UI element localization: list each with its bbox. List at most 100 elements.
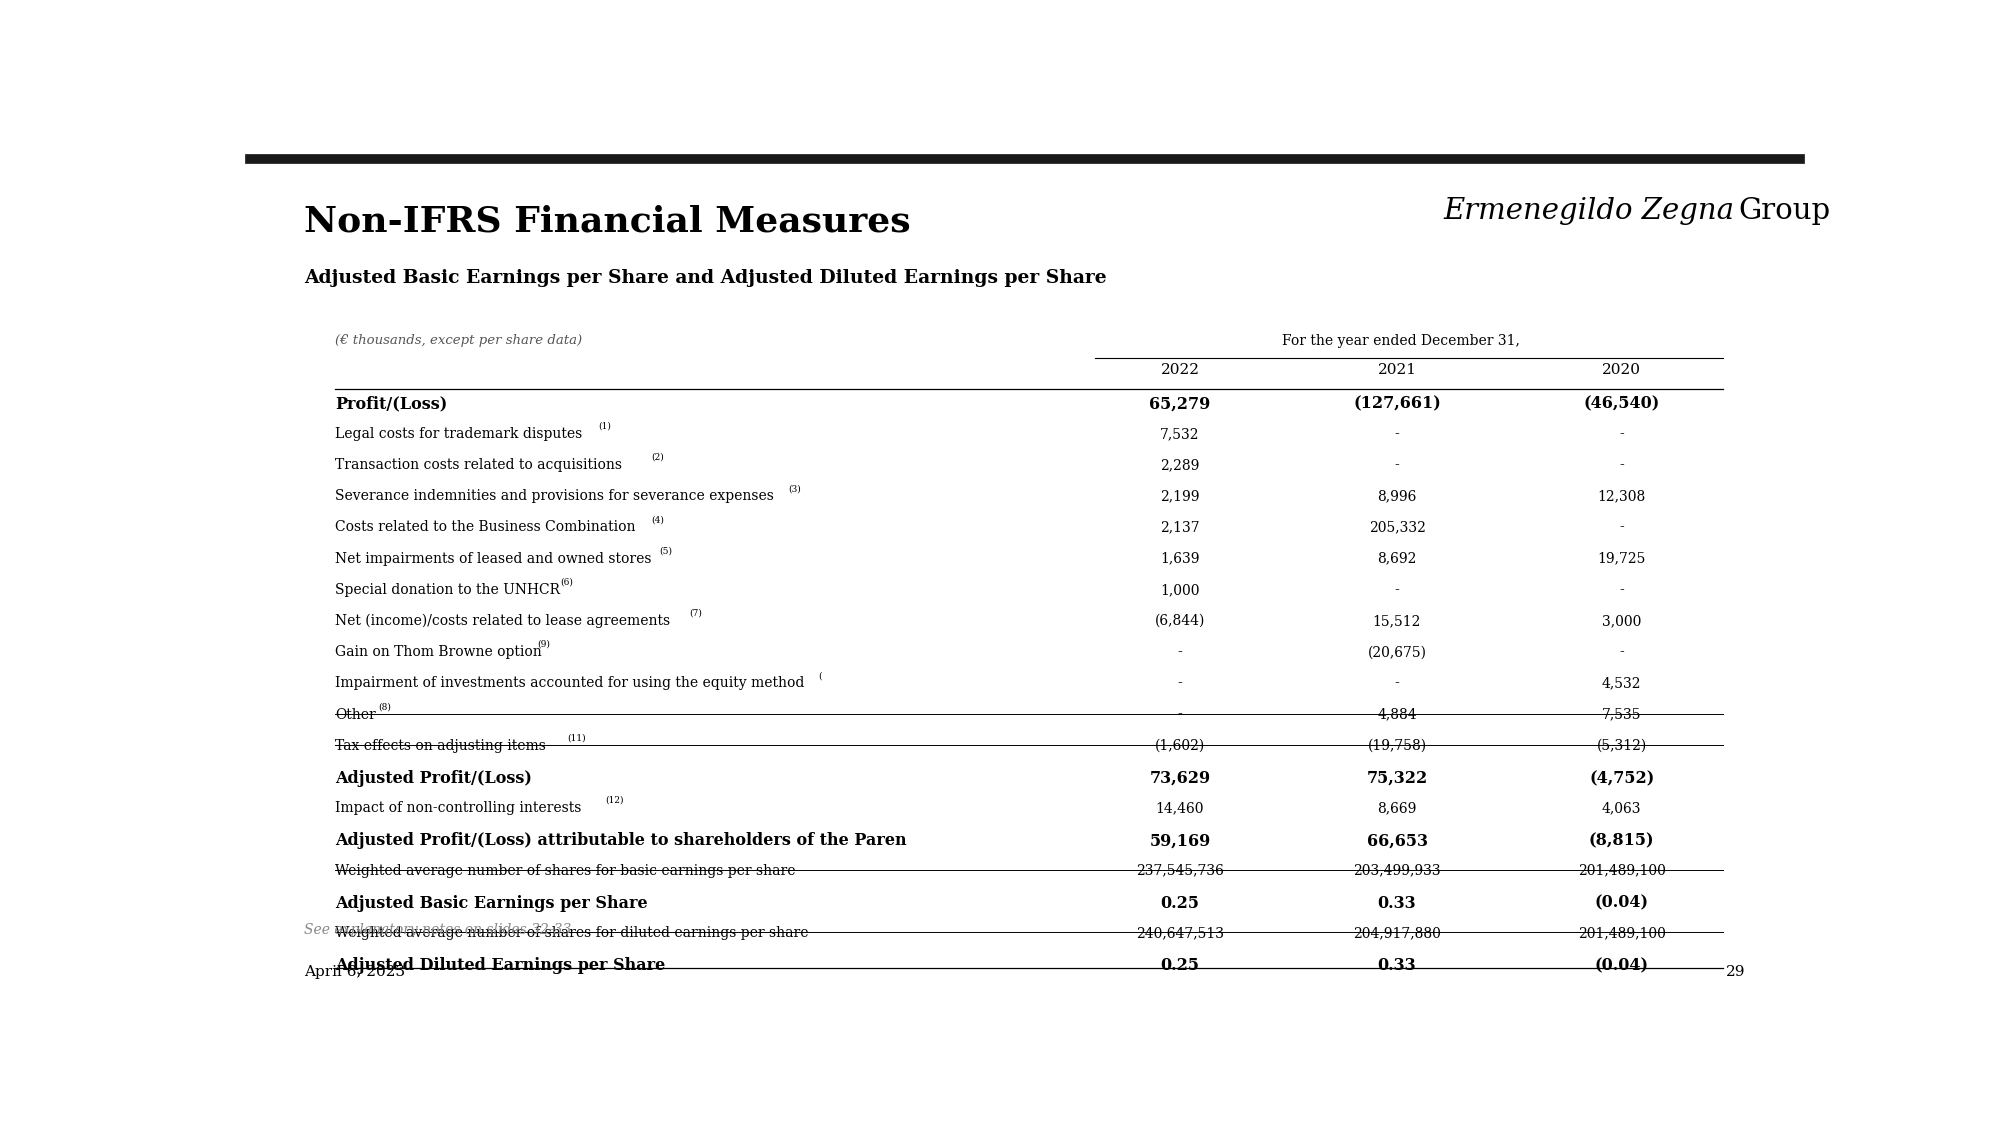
Text: Adjusted Basic Earnings per Share and Adjusted Diluted Earnings per Share: Adjusted Basic Earnings per Share and Ad… <box>304 269 1106 287</box>
Text: 1,000: 1,000 <box>1160 583 1200 597</box>
Text: (20,675): (20,675) <box>1368 646 1426 659</box>
Text: -: - <box>1620 646 1624 659</box>
Text: -: - <box>1394 458 1400 472</box>
Text: Severance indemnities and provisions for severance expenses: Severance indemnities and provisions for… <box>336 489 774 503</box>
Text: -: - <box>1620 521 1624 534</box>
Text: (4): (4) <box>652 515 664 524</box>
Text: 3,000: 3,000 <box>1602 614 1642 628</box>
Text: (8,815): (8,815) <box>1588 832 1654 849</box>
Text: Adjusted Profit/(Loss): Adjusted Profit/(Loss) <box>336 770 532 788</box>
Text: 0.33: 0.33 <box>1378 894 1416 911</box>
Text: 240,647,513: 240,647,513 <box>1136 926 1224 939</box>
Text: (127,661): (127,661) <box>1354 396 1440 413</box>
Text: (12): (12) <box>606 796 624 806</box>
Text: Non-IFRS Financial Measures: Non-IFRS Financial Measures <box>304 205 910 238</box>
Text: Transaction costs related to acquisitions: Transaction costs related to acquisition… <box>336 458 622 472</box>
Text: 2,289: 2,289 <box>1160 458 1200 472</box>
Text: Group: Group <box>1738 197 1830 225</box>
Text: 75,322: 75,322 <box>1366 770 1428 788</box>
Text: Impairment of investments accounted for using the equity method: Impairment of investments accounted for … <box>336 676 804 691</box>
Text: 2022: 2022 <box>1160 363 1200 377</box>
Text: (: ( <box>818 672 822 681</box>
Text: (1): (1) <box>598 422 612 431</box>
Text: (8): (8) <box>378 702 390 711</box>
Text: -: - <box>1394 426 1400 441</box>
Text: Weighted average number of shares for diluted earnings per share: Weighted average number of shares for di… <box>336 926 808 939</box>
Text: 0.33: 0.33 <box>1378 957 1416 974</box>
Text: 1,639: 1,639 <box>1160 551 1200 566</box>
Text: 204,917,880: 204,917,880 <box>1354 926 1440 939</box>
Text: (11): (11) <box>568 734 586 742</box>
Text: 59,169: 59,169 <box>1150 832 1210 849</box>
Text: (19,758): (19,758) <box>1368 739 1426 753</box>
Text: (5): (5) <box>658 547 672 556</box>
Text: Legal costs for trademark disputes: Legal costs for trademark disputes <box>336 426 582 441</box>
Text: 2021: 2021 <box>1378 363 1416 377</box>
Text: 4,063: 4,063 <box>1602 801 1642 816</box>
Text: Adjusted Basic Earnings per Share: Adjusted Basic Earnings per Share <box>336 894 648 911</box>
Text: (9): (9) <box>538 640 550 649</box>
Text: 66,653: 66,653 <box>1366 832 1428 849</box>
Text: 4,884: 4,884 <box>1378 708 1416 721</box>
Text: -: - <box>1394 583 1400 597</box>
Text: 2020: 2020 <box>1602 363 1642 377</box>
Text: (7): (7) <box>690 609 702 618</box>
Text: -: - <box>1178 708 1182 721</box>
Text: 2,137: 2,137 <box>1160 521 1200 534</box>
Text: 29: 29 <box>1726 965 1746 979</box>
Text: 15,512: 15,512 <box>1372 614 1422 628</box>
Text: (1,602): (1,602) <box>1154 739 1206 753</box>
Text: 65,279: 65,279 <box>1150 396 1210 413</box>
Text: 7,532: 7,532 <box>1160 426 1200 441</box>
Text: For the year ended December 31,: For the year ended December 31, <box>1282 334 1520 349</box>
Text: (0.04): (0.04) <box>1594 894 1648 911</box>
Text: 203,499,933: 203,499,933 <box>1354 864 1440 878</box>
Text: -: - <box>1620 426 1624 441</box>
Text: Net (income)/costs related to lease agreements: Net (income)/costs related to lease agre… <box>336 614 670 629</box>
Text: Costs related to the Business Combination: Costs related to the Business Combinatio… <box>336 521 636 534</box>
Text: 14,460: 14,460 <box>1156 801 1204 816</box>
Text: 12,308: 12,308 <box>1598 489 1646 503</box>
Text: April 6, 2023: April 6, 2023 <box>304 965 406 979</box>
Text: 201,489,100: 201,489,100 <box>1578 864 1666 878</box>
Text: 8,669: 8,669 <box>1378 801 1416 816</box>
Text: 2,199: 2,199 <box>1160 489 1200 503</box>
Text: (3): (3) <box>788 484 800 493</box>
Text: Weighted average number of shares for basic earnings per share: Weighted average number of shares for ba… <box>336 864 796 878</box>
Text: 205,332: 205,332 <box>1368 521 1426 534</box>
Text: -: - <box>1178 646 1182 659</box>
Text: -: - <box>1620 583 1624 597</box>
Text: (5,312): (5,312) <box>1596 739 1646 753</box>
Text: 7,535: 7,535 <box>1602 708 1642 721</box>
Text: See explanatory notes on slides 32-33: See explanatory notes on slides 32-33 <box>304 924 572 937</box>
Text: Other: Other <box>336 708 376 721</box>
Text: 8,996: 8,996 <box>1378 489 1416 503</box>
Text: 19,725: 19,725 <box>1598 551 1646 566</box>
Text: (€ thousands, except per share data): (€ thousands, except per share data) <box>336 334 582 348</box>
Text: Special donation to the UNHCR: Special donation to the UNHCR <box>336 583 560 597</box>
Text: Ermenegildo Zegna: Ermenegildo Zegna <box>1444 197 1734 225</box>
Text: 0.25: 0.25 <box>1160 957 1200 974</box>
Text: -: - <box>1178 676 1182 691</box>
Text: 4,532: 4,532 <box>1602 676 1642 691</box>
Text: -: - <box>1620 458 1624 472</box>
Text: Tax effects on adjusting items: Tax effects on adjusting items <box>336 739 546 753</box>
Text: 8,692: 8,692 <box>1378 551 1416 566</box>
Text: Profit/(Loss): Profit/(Loss) <box>336 396 448 413</box>
Text: (0.04): (0.04) <box>1594 957 1648 974</box>
Text: (46,540): (46,540) <box>1584 396 1660 413</box>
Text: (2): (2) <box>652 453 664 462</box>
Text: (6): (6) <box>560 577 574 586</box>
Text: (4,752): (4,752) <box>1590 770 1654 788</box>
Text: 201,489,100: 201,489,100 <box>1578 926 1666 939</box>
Text: Impact of non-controlling interests: Impact of non-controlling interests <box>336 801 582 816</box>
Text: Adjusted Diluted Earnings per Share: Adjusted Diluted Earnings per Share <box>336 957 666 974</box>
Text: 237,545,736: 237,545,736 <box>1136 864 1224 878</box>
Text: (6,844): (6,844) <box>1154 614 1206 628</box>
Text: 73,629: 73,629 <box>1150 770 1210 788</box>
Text: Adjusted Profit/(Loss) attributable to shareholders of the Paren: Adjusted Profit/(Loss) attributable to s… <box>336 832 906 849</box>
Text: -: - <box>1394 676 1400 691</box>
Text: 0.25: 0.25 <box>1160 894 1200 911</box>
Text: Net impairments of leased and owned stores: Net impairments of leased and owned stor… <box>336 551 652 566</box>
Text: Gain on Thom Browne option: Gain on Thom Browne option <box>336 646 542 659</box>
